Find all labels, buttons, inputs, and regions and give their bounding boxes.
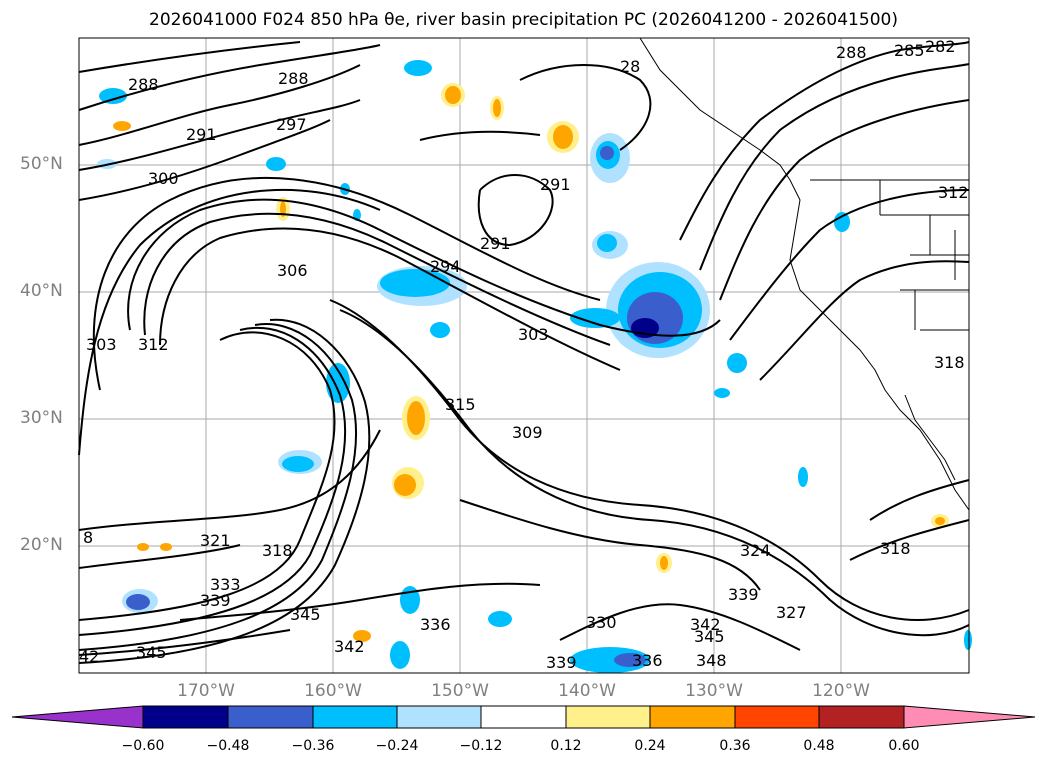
colorbar-swatch xyxy=(649,705,736,729)
contour-label: 300 xyxy=(148,169,179,188)
contour-label: 285 xyxy=(894,41,925,60)
colorbar-tick-label: −0.12 xyxy=(459,738,503,754)
contour-label: 324 xyxy=(740,541,771,560)
lat-label: 40°N xyxy=(20,281,63,301)
precip-shading xyxy=(97,60,972,673)
colorbar-tick-label: −0.48 xyxy=(206,738,250,754)
colorbar-tick-label: −0.36 xyxy=(291,738,335,754)
colorbar-extend-right xyxy=(903,705,1036,729)
contour-label: 318 xyxy=(262,541,293,560)
colorbar xyxy=(11,705,1036,729)
colorbar-swatch xyxy=(565,705,651,729)
contour-label: 288 xyxy=(128,75,159,94)
contour-label: 291 xyxy=(540,175,571,194)
contour-label: 297 xyxy=(276,115,307,134)
contour-label: 336 xyxy=(632,651,663,670)
contour-label: 330 xyxy=(586,613,617,632)
contour-label: 306 xyxy=(277,261,308,280)
contour-label: 318 xyxy=(934,353,965,372)
contour-label: 294 xyxy=(430,257,461,276)
contour-label: 28 xyxy=(620,57,640,76)
colorbar-tick-label: 0.60 xyxy=(888,738,920,754)
contour-label: 321 xyxy=(200,531,231,550)
lat-label: 30°N xyxy=(20,408,63,428)
colorbar-tick-label: 0.12 xyxy=(550,738,582,754)
contour-labels: 288 288 297 291 300 306 294 291 291 303 … xyxy=(79,37,969,672)
contour-label: 288 xyxy=(836,43,867,62)
contour-label: 288 xyxy=(278,69,309,88)
contour-label: 339 xyxy=(546,653,577,672)
contour-label: 282 xyxy=(925,37,956,56)
contour-label: 342 xyxy=(690,615,721,634)
contour-label: 345 xyxy=(136,643,167,662)
contour-label: 309 xyxy=(512,423,543,442)
contour-label: 312 xyxy=(138,335,169,354)
lon-label: 160°W xyxy=(304,681,362,701)
contour-label: 342 xyxy=(334,637,365,656)
contour-label: 303 xyxy=(518,325,549,344)
contour-label: 8 xyxy=(83,528,93,547)
contour-label: 348 xyxy=(696,651,727,670)
colorbar-swatch xyxy=(396,705,482,729)
colorbar-tick-label: 0.24 xyxy=(634,738,666,754)
colorbar-swatch xyxy=(142,705,229,729)
lat-label: 50°N xyxy=(20,154,63,174)
contour-label: 333 xyxy=(210,575,241,594)
contour-label: 312 xyxy=(938,183,969,202)
contour-label: 327 xyxy=(776,603,807,622)
lon-label: 120°W xyxy=(812,681,870,701)
contour-label: 291 xyxy=(186,125,217,144)
colorbar-swatch xyxy=(312,705,398,729)
lon-label: 150°W xyxy=(431,681,489,701)
colorbar-swatch xyxy=(227,705,314,729)
colorbar-tick-label: −0.60 xyxy=(121,738,165,754)
contour-label: 339 xyxy=(728,585,759,604)
contour-label: 336 xyxy=(420,615,451,634)
contour-label: 303 xyxy=(86,335,117,354)
contour-label: 291 xyxy=(480,234,511,253)
graticule xyxy=(79,38,969,673)
lat-label: 20°N xyxy=(20,535,63,555)
colorbar-extend-left xyxy=(11,705,144,729)
colorbar-tick-label: 0.48 xyxy=(803,738,835,754)
contour-label: 339 xyxy=(200,591,231,610)
lon-label: 130°W xyxy=(685,681,743,701)
lon-label: 140°W xyxy=(558,681,616,701)
colorbar-swatch xyxy=(480,705,567,729)
lon-label: 170°W xyxy=(177,681,235,701)
colorbar-tick-label: −0.24 xyxy=(375,738,419,754)
colorbar-swatch xyxy=(734,705,820,729)
contour-label: 42 xyxy=(79,647,99,666)
contour-label: 315 xyxy=(445,395,476,414)
theta-e-contours xyxy=(78,41,970,664)
contour-label: 345 xyxy=(694,627,725,646)
contour-label: 345 xyxy=(290,605,321,624)
colorbar-swatch xyxy=(818,705,905,729)
coastline xyxy=(639,37,970,511)
contour-label: 318 xyxy=(880,539,911,558)
map-title: 2026041000 F024 850 hPa θe, river basin … xyxy=(149,10,898,30)
colorbar-tick-label: 0.36 xyxy=(719,738,751,754)
